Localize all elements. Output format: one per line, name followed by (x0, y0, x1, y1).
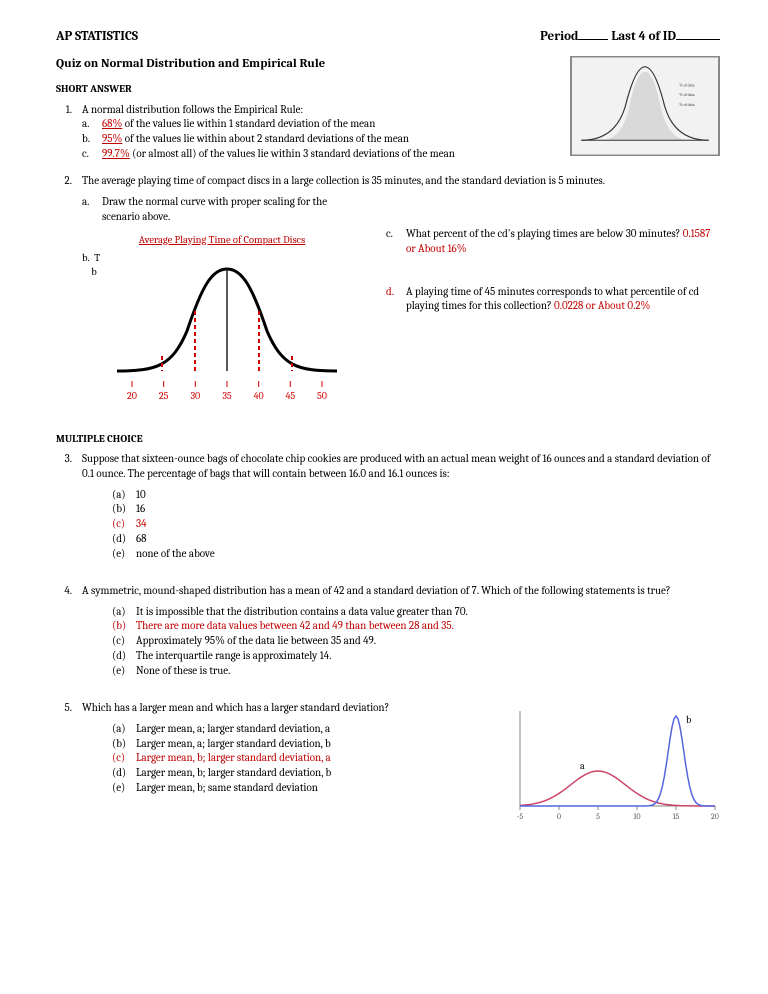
course-title: AP STATISTICS (56, 28, 138, 46)
q4-num: 4. (56, 584, 82, 599)
svg-text:15: 15 (673, 812, 680, 821)
mc-option: (b)16 (112, 502, 720, 517)
svg-text:b: b (686, 714, 691, 726)
svg-text:10: 10 (633, 812, 640, 821)
svg-text:% of data: % of data (679, 82, 694, 87)
short-answer-heading: SHORT ANSWER (56, 82, 562, 96)
svg-text:-5: -5 (517, 812, 524, 821)
q1a-pct: 68% (102, 117, 122, 130)
svg-text:% of data: % of data (679, 92, 694, 97)
q2-num: 2. (56, 174, 82, 189)
mc-option: (a)Larger mean, a; larger standard devia… (112, 722, 498, 737)
svg-text:a: a (580, 760, 585, 772)
q2a-text: Draw the normal curve with proper scalin… (102, 195, 362, 225)
q2c-body: What percent of the cd's playing times a… (406, 227, 720, 257)
q1c-pct: 99.7% (102, 147, 130, 160)
svg-text:45: 45 (285, 390, 295, 402)
page-header: AP STATISTICS Period Last 4 of ID (56, 28, 720, 46)
q2a-letter: a. (82, 195, 102, 225)
q3-options: (a)10(b)16(c)34(d)68(e)none of the above (56, 488, 720, 562)
svg-text:50: 50 (317, 390, 327, 402)
q1b-rest: of the values lie within about 2 standar… (122, 132, 409, 145)
q2c-letter: c. (386, 227, 406, 257)
svg-text:20: 20 (711, 812, 719, 821)
q1a-letter: a. (82, 117, 102, 132)
q5-text: Which has a larger mean and which has a … (82, 701, 498, 716)
q2d-letter: d. (386, 285, 406, 315)
q2d-ans: 0.0228 or About 0.2% (554, 299, 650, 312)
question-1: 1. A normal distribution follows the Emp… (56, 103, 562, 162)
mc-option: (e)Larger mean, b; same standard deviati… (112, 781, 498, 796)
q3-text: Suppose that sixteen-ounce bags of choco… (82, 452, 720, 482)
question-3: 3. Suppose that sixteen-ounce bags of ch… (56, 452, 720, 482)
mc-option: (b)Larger mean, a; larger standard devia… (112, 737, 498, 752)
q5-graph: -5 0 5 10 15 20 a b (510, 701, 720, 826)
mc-option: (d)68 (112, 532, 720, 547)
id-label: Last 4 of ID (611, 29, 676, 44)
svg-text:20: 20 (127, 390, 137, 402)
q1a-text: 68% of the values lie within 1 standard … (102, 117, 375, 132)
mc-option: (c)34 (112, 517, 720, 532)
q4-text: A symmetric, mound-shaped distribution h… (82, 584, 720, 599)
svg-text:35: 35 (222, 390, 232, 402)
q3-num: 3. (56, 452, 82, 482)
mc-option: (a)10 (112, 488, 720, 503)
q1-num: 1. (56, 103, 82, 162)
question-4: 4. A symmetric, mound-shaped distributio… (56, 584, 720, 599)
header-right: Period Last 4 of ID (540, 28, 720, 46)
q2b-T: T (94, 252, 100, 264)
q2-text: The average playing time of compact disc… (82, 174, 720, 189)
q2d-body: A playing time of 45 minutes corresponds… (406, 285, 720, 315)
svg-text:40: 40 (254, 390, 264, 402)
q1b-pct: 95% (102, 132, 122, 145)
quiz-title: Quiz on Normal Distribution and Empirica… (56, 56, 562, 73)
q5-options: (a)Larger mean, a; larger standard devia… (56, 722, 498, 796)
q2-chart-title: Average Playing Time of Compact Discs (82, 233, 362, 247)
empirical-rule-graph: % of data % of data % of data (570, 56, 720, 156)
mc-option: (b)There are more data values between 42… (112, 619, 720, 634)
q2c-q: What percent of the cd's playing times a… (406, 227, 683, 240)
q1b-letter: b. (82, 132, 102, 147)
svg-text:30: 30 (190, 390, 200, 402)
question-2: 2. The average playing time of compact d… (56, 174, 720, 189)
svg-text:5: 5 (596, 812, 600, 821)
q2-normal-curve: 20 25 30 35 40 45 50 (102, 251, 352, 406)
mc-option: (c)Larger mean, b; larger standard devia… (112, 751, 498, 766)
mc-option: (d)Larger mean, b; larger standard devia… (112, 766, 498, 781)
svg-text:25: 25 (159, 390, 169, 402)
mc-option: (c)Approximately 95% of the data lie bet… (112, 634, 720, 649)
mc-option: (e)none of the above (112, 547, 720, 562)
q1-text: A normal distribution follows the Empiri… (82, 103, 562, 118)
svg-text:0: 0 (557, 812, 561, 821)
mc-option: (d)The interquartile range is approximat… (112, 649, 720, 664)
mc-heading: MULTIPLE CHOICE (56, 432, 720, 446)
mc-option: (e)None of these is true. (112, 664, 720, 679)
q1a-rest: of the values lie within 1 standard devi… (122, 117, 375, 130)
q1c-rest: (or almost all) of the values lie within… (130, 147, 455, 160)
mc-option: (a)It is impossible that the distributio… (112, 605, 720, 620)
period-label: Period (540, 29, 578, 44)
q2d-q: A playing time of 45 minutes corresponds… (406, 285, 699, 313)
svg-text:% of data: % of data (679, 102, 694, 107)
q1b-text: 95% of the values lie within about 2 sta… (102, 132, 409, 147)
q1c-letter: c. (82, 147, 102, 162)
question-5: 5. Which has a larger mean and which has… (56, 701, 498, 716)
q2b-b: b (91, 266, 96, 278)
q5-num: 5. (56, 701, 82, 716)
q4-options: (a)It is impossible that the distributio… (56, 605, 720, 679)
q1c-text: 99.7% (or almost all) of the values lie … (102, 147, 455, 162)
